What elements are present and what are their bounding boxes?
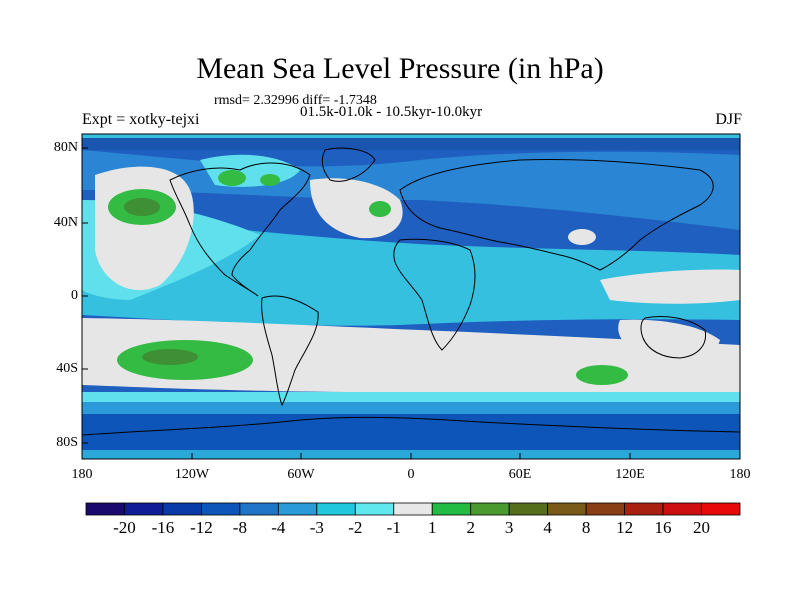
colorbar-label: 2: [466, 518, 475, 537]
colorbar-box-14: [624, 502, 664, 516]
field-southern-blue: [82, 402, 740, 414]
colorbar-label: -2: [348, 518, 363, 537]
axis-ticks: [81, 147, 741, 459]
coast-north-america: [169, 162, 311, 297]
colorbar: [85, 502, 741, 516]
xtick-label-120e: 120E: [615, 467, 645, 482]
colorbar-box-9: [431, 502, 472, 516]
field-sindian-green: [576, 365, 628, 385]
colorbar-label: -20: [113, 518, 136, 537]
field-npacific-dark-green: [124, 198, 160, 216]
coastlines: [81, 147, 741, 436]
colorbar-label: -16: [151, 518, 175, 537]
coast-australia: [640, 316, 707, 359]
colorbar-box-1: [124, 502, 164, 516]
colorbar-box-0: [85, 502, 125, 516]
colorbar-label: 1: [427, 518, 437, 537]
pressure-field: [82, 134, 740, 459]
colorbar-box-11: [508, 502, 549, 516]
field-southern-light: [82, 318, 740, 394]
colorbar-label: -12: [190, 518, 213, 537]
xtick-label-120w: 120W: [174, 467, 210, 482]
colorbar-box-16: [701, 502, 741, 516]
colorbar-box-2: [162, 502, 202, 516]
colorbar-box-3: [201, 502, 241, 516]
coast-antarctica: [81, 416, 741, 436]
ytick-label-80n: 80N: [53, 140, 78, 155]
xtick-label-0: 0: [407, 467, 415, 482]
xtick-label-180e: 180: [729, 467, 751, 482]
colorbar-label: -4: [271, 518, 286, 537]
colorbar-label: 3: [504, 518, 514, 537]
field-natlantic-green: [369, 201, 391, 217]
colorbar-box-13: [585, 502, 625, 516]
colorbar-box-8: [393, 502, 433, 516]
colorbar-label: -3: [309, 518, 324, 537]
colorbar-box-5: [277, 502, 318, 516]
field-arctic-green-1: [218, 170, 246, 186]
field-spacific-dark-green: [142, 349, 198, 365]
colorbar-label: 20: [693, 518, 711, 537]
field-asia-light: [568, 229, 596, 245]
colorbar-box-6: [316, 502, 356, 516]
ytick-label-40s: 40S: [56, 361, 78, 376]
field-southern-cyan: [82, 392, 740, 402]
xtick-label-60e: 60E: [508, 467, 532, 482]
colorbar-label: -1: [386, 518, 401, 537]
colorbar-label: 16: [654, 518, 672, 537]
colorbar-box-10: [470, 502, 510, 516]
coast-greenland: [321, 147, 376, 182]
field-australia-light: [618, 319, 720, 359]
xtick-label-60w: 60W: [287, 467, 315, 482]
field-natlantic-light: [310, 178, 403, 239]
experiment-label: Expt = xotky-tejxi: [82, 111, 200, 128]
xtick-label-180w: 180: [71, 467, 93, 482]
period-subtitle: 01.5k-01.0k - 10.5kyr-10.0kyr: [300, 104, 483, 120]
field-arctic-green-2: [260, 174, 280, 186]
ytick-label-80s: 80S: [56, 435, 78, 450]
coast-south-america: [261, 295, 319, 407]
colorbar-box-4: [239, 502, 279, 516]
ytick-label-40n: 40N: [53, 215, 78, 230]
colorbar-box-12: [547, 502, 587, 516]
colorbar-label: 8: [581, 518, 591, 537]
coast-europe-asia: [399, 159, 714, 271]
field-arctic-band: [82, 138, 740, 150]
colorbar-label: 12: [616, 518, 634, 537]
season-label: DJF: [715, 111, 742, 128]
stats-subtitle: rmsd= 2.32996 diff= -1.7348: [214, 93, 377, 108]
ytick-label-0: 0: [71, 288, 78, 303]
chart-title: Mean Sea Level Pressure (in hPa): [196, 52, 604, 85]
colorbar-label: 4: [543, 518, 552, 537]
field-wpacific-light: [600, 269, 740, 304]
colorbar-box-7: [354, 502, 395, 516]
coast-africa: [393, 238, 476, 351]
field-north-edge: [82, 134, 740, 138]
colorbar-box-15: [662, 502, 702, 516]
colorbar-label: -8: [232, 518, 247, 537]
